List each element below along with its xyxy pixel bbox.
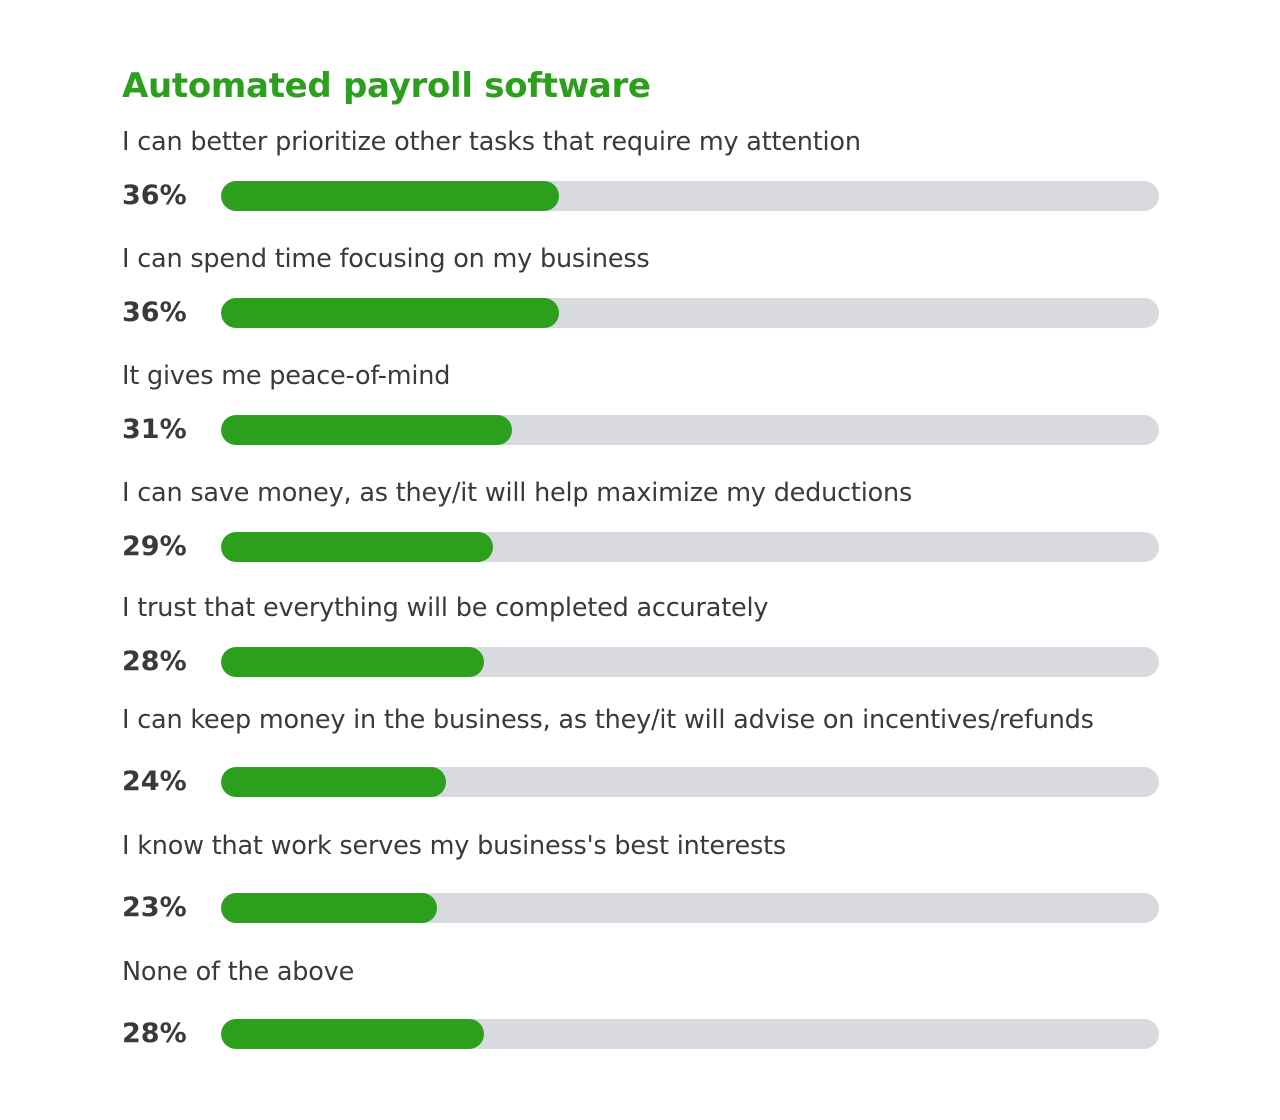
bar-track: [221, 298, 1159, 328]
bar-track: [221, 415, 1159, 445]
bar-label: I can spend time focusing on my business: [122, 244, 650, 274]
bar-label: None of the above: [122, 957, 355, 987]
bar-track: [221, 181, 1159, 211]
bar-fill: [221, 893, 437, 923]
chart-title: Automated payroll software: [122, 66, 651, 106]
bar-label: I can keep money in the business, as the…: [122, 705, 1094, 735]
bar-fill: [221, 647, 484, 677]
bar-value-label: 28%: [122, 646, 187, 677]
bar-value-label: 28%: [122, 1018, 187, 1049]
bar-label: I know that work serves my business's be…: [122, 831, 787, 861]
bar-value-label: 24%: [122, 766, 187, 797]
bar-track: [221, 532, 1159, 562]
bar-track: [221, 893, 1159, 923]
bar-value-label: 29%: [122, 531, 187, 562]
bar-label: I trust that everything will be complete…: [122, 593, 769, 623]
bar-value-label: 36%: [122, 297, 187, 328]
bar-label: I can better prioritize other tasks that…: [122, 127, 861, 157]
bar-fill: [221, 415, 512, 445]
bar-fill: [221, 298, 559, 328]
bar-track: [221, 1019, 1159, 1049]
bar-fill: [221, 1019, 484, 1049]
bar-label: I can save money, as they/it will help m…: [122, 478, 913, 508]
bar-value-label: 36%: [122, 180, 187, 211]
bar-track: [221, 767, 1159, 797]
bar-track: [221, 647, 1159, 677]
bar-fill: [221, 181, 559, 211]
bar-label: It gives me peace-of-mind: [122, 361, 451, 391]
bar-fill: [221, 767, 447, 797]
bar-value-label: 23%: [122, 892, 187, 923]
bar-fill: [221, 532, 494, 562]
bar-value-label: 31%: [122, 414, 187, 445]
